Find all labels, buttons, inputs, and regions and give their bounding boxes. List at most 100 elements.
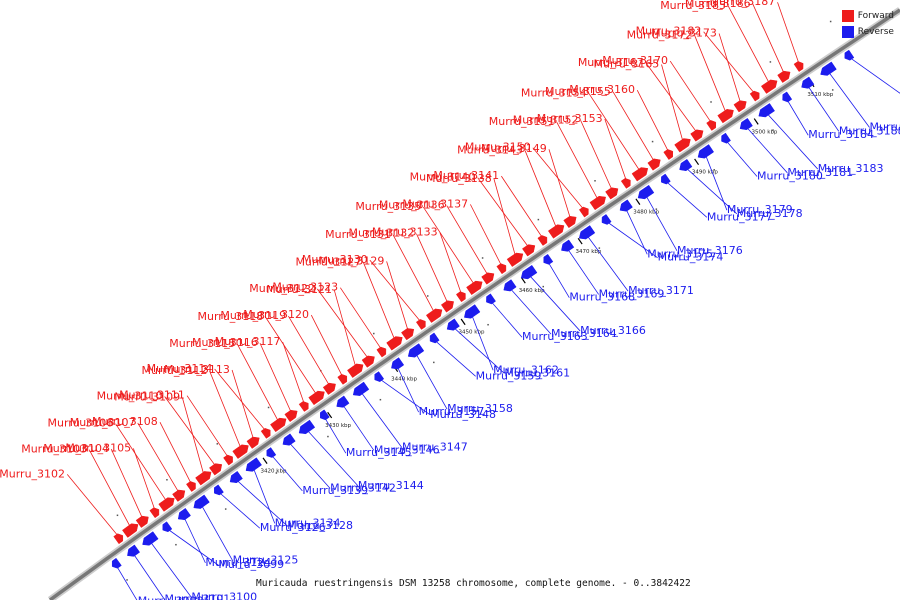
forward-gene-label: Murru_3138 [426, 172, 492, 185]
reverse-gene-arrow [407, 343, 425, 358]
reverse-gene-arrow [177, 507, 191, 521]
forward-leader-line [132, 448, 156, 512]
forward-gene-label: Murru_3130 [302, 253, 368, 266]
forward-gene-arrow [415, 319, 426, 330]
reverse-leader-line [566, 247, 599, 295]
forward-gene-arrow [663, 149, 674, 160]
reverse-leader-line [827, 70, 870, 128]
reverse-gene-label: Murru_3169 [599, 287, 665, 300]
forward-gene-arrow [455, 291, 466, 303]
scale-tick [577, 237, 583, 245]
forward-leader-line [556, 121, 600, 202]
forward-leader-line [645, 62, 699, 135]
scale-tick-label: 3480 kbp [633, 210, 659, 216]
forward-gene-arrow [209, 463, 223, 476]
reverse-gene-label: Murru_3183 [818, 162, 884, 175]
forward-leader-line [694, 35, 727, 115]
reverse-gene-label: Murru_3171 [628, 284, 694, 297]
forward-gene-label: Murru_3119 [220, 309, 286, 322]
forward-leader-line [532, 147, 586, 211]
forward-leader-line [604, 118, 628, 183]
reverse-gene-arrow [266, 447, 277, 458]
forward-gene-label: Murru_3115 [169, 337, 235, 350]
reverse-gene-label: Murru_3157 [419, 405, 485, 418]
forward-gene-label: Murru_3132 [348, 227, 414, 240]
forward-gene-arrow [733, 100, 747, 113]
forward-gene-arrow [760, 79, 778, 94]
track-dot [487, 323, 489, 326]
scale-tick-label: 3430 kbp [325, 423, 351, 429]
forward-leader-line [214, 368, 267, 433]
forward-leader-line [548, 149, 572, 221]
reverse-gene-arrow [446, 318, 460, 331]
track-dot [267, 406, 270, 409]
reverse-gene-arrow [739, 117, 753, 131]
forward-gene-arrow [425, 308, 443, 323]
reverse-leader-line [132, 552, 165, 600]
forward-gene-label: Murru_3109 [114, 390, 180, 403]
forward-gene-label: Murru_3173 [651, 27, 717, 40]
reverse-gene-label: Murru_3125 [233, 554, 299, 567]
forward-gene-label: Murru_3172 [627, 28, 693, 41]
forward-leader-line [493, 178, 517, 259]
forward-gene-arrow [298, 401, 309, 412]
reverse-gene-label: Murru_3144 [358, 479, 424, 492]
track-dot [769, 61, 772, 63]
reverse-gene-arrow [758, 103, 775, 118]
forward-gene-label: Murru_3151 [489, 115, 555, 128]
forward-leader-line [265, 316, 318, 397]
reverse-gene-arrow [320, 409, 330, 421]
reverse-leader-line [605, 220, 658, 259]
reverse-leader-line [287, 441, 331, 489]
forward-gene-label: Murru_3127 [295, 256, 361, 269]
forward-gene-arrow [777, 70, 791, 83]
forward-leader-line [259, 342, 293, 415]
reverse-gene-arrow [503, 279, 517, 292]
reverse-gene-arrow [486, 293, 496, 305]
forward-gene-arrow [223, 454, 233, 466]
reverse-leader-line [217, 490, 261, 529]
forward-gene-arrow [172, 489, 186, 502]
forward-leader-line [727, 5, 771, 86]
forward-gene-label: Murru_3186 [685, 0, 751, 10]
forward-gene-label: Murru_3105 [65, 441, 131, 454]
forward-gene-arrow [674, 138, 691, 153]
forward-gene-arrow [647, 158, 661, 171]
scale-tick [327, 411, 333, 419]
reverse-gene-label: Murru_3188 [839, 124, 900, 137]
forward-gene-label: Murru_3117 [215, 335, 281, 348]
reverse-gene-label: Murru_3179 [727, 203, 793, 216]
forward-gene-label: Murru_3133 [372, 225, 438, 238]
forward-leader-line [333, 289, 357, 370]
track-dot [831, 89, 834, 91]
track-dot [175, 543, 177, 546]
legend-item-forward: Forward [841, 8, 894, 24]
scale-tick-label: 3510 kbp [807, 92, 833, 98]
forward-gene-label: Murru_3167 [578, 56, 644, 69]
reverse-gene-label: Murru_3189 [870, 120, 900, 133]
track-dot [116, 514, 119, 517]
forward-gene-label: Murru_3111 [119, 389, 185, 402]
reverse-gene-label: Murru_3124 [205, 556, 271, 569]
legend-item-reverse: Reverse [841, 24, 894, 40]
forward-leader-line [164, 396, 217, 468]
forward-gene-arrow [690, 129, 704, 142]
reverse-leader-line [414, 352, 448, 410]
forward-gene-arrow [386, 336, 403, 351]
forward-leader-line [236, 343, 280, 424]
forward-leader-line [588, 93, 642, 173]
reverse-leader-line [252, 466, 276, 524]
forward-gene-arrow [481, 272, 495, 285]
track-dot [166, 479, 168, 481]
forward-leader-line [703, 31, 756, 95]
genome-backbone [48, 8, 900, 600]
reverse-gene-label: Murru_3126 [260, 521, 326, 534]
forward-gene-arrow [589, 195, 607, 211]
reverse-gene-label: Murru_3159 [476, 369, 542, 382]
reverse-leader-line [644, 193, 678, 252]
forward-leader-line [209, 370, 242, 450]
forward-gene-label: Murru_3129 [319, 254, 385, 267]
forward-gene-arrow [122, 523, 139, 538]
forward-gene-label: Murru_3182 [636, 25, 702, 38]
forward-gene-label: Murru_3131 [325, 228, 391, 241]
